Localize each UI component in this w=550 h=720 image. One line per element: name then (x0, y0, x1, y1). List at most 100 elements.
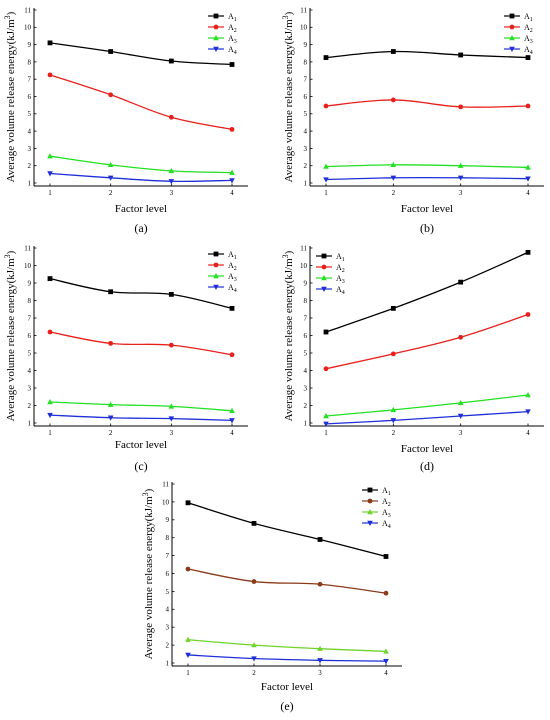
data-point-A3 (251, 642, 257, 648)
legend-entry-label: A4 (336, 285, 345, 296)
data-point-A1 (390, 305, 396, 311)
y-tick-label: 2 (28, 162, 32, 170)
y-tick-label: 10 (24, 24, 32, 32)
data-point-A3 (168, 403, 175, 409)
data-point-A3 (47, 399, 53, 405)
panel-label: (e) (280, 699, 293, 713)
legend-marker (213, 273, 219, 279)
y-tick-label: 4 (304, 128, 308, 136)
legend-entry-label: A4 (382, 519, 391, 530)
data-point-A4 (47, 412, 53, 419)
panel-label: (b) (420, 221, 434, 235)
data-point-A4 (457, 413, 464, 419)
legend-marker (213, 35, 219, 41)
y-tick-label: 8 (28, 297, 32, 305)
data-point-A4 (229, 178, 235, 184)
series-line-A1 (325, 251, 529, 333)
data-point-A4 (390, 418, 397, 424)
legend-entry-label: A1 (524, 12, 533, 23)
x-tick-label: 3 (170, 189, 174, 197)
legend-entry-label: A2 (382, 497, 391, 508)
x-tick-label: 2 (392, 429, 396, 437)
data-point-A1 (168, 58, 174, 64)
series-line-A4 (325, 176, 529, 181)
series-line-A3 (325, 394, 529, 417)
series-line-A2 (325, 313, 529, 370)
data-point-A3 (107, 401, 114, 407)
data-point-A3 (323, 163, 329, 169)
legend-marker (509, 13, 515, 19)
y-tick-label: 7 (28, 76, 32, 84)
y-tick-label: 7 (304, 314, 308, 322)
y-tick-label: 7 (166, 552, 170, 560)
legend-entry-label: A1 (336, 252, 345, 263)
data-point-A2 (168, 342, 174, 348)
series-line-A4 (325, 410, 529, 425)
y-tick-label: 5 (304, 349, 308, 357)
legend-marker (367, 498, 373, 504)
legend-entry-label: A4 (228, 45, 237, 56)
legend-marker (321, 253, 327, 259)
data-point-A4 (47, 171, 53, 177)
data-point-A3 (47, 153, 53, 159)
x-tick-label: 1 (48, 429, 52, 437)
data-point-A1 (229, 305, 235, 311)
data-point-A1 (47, 276, 53, 282)
y-tick-label: 3 (304, 145, 308, 153)
y-tick-label: 1 (304, 179, 308, 187)
data-point-A2 (251, 579, 257, 584)
legend-entry-label: A3 (228, 272, 237, 283)
y-tick-label: 8 (28, 58, 32, 66)
legend-entry-label: A3 (336, 274, 345, 285)
data-point-A2 (185, 566, 191, 572)
data-point-A1 (323, 55, 329, 60)
y-tick-label: 8 (304, 297, 308, 305)
data-point-A3 (457, 399, 464, 406)
y-tick-label: 9 (28, 41, 32, 49)
panel-label: (c) (134, 459, 147, 473)
y-tick-label: 6 (304, 332, 308, 340)
data-point-A1 (383, 554, 389, 559)
data-point-A2 (458, 334, 464, 340)
x-axis-label: Factor level (115, 439, 167, 451)
y-axis-label: Average volume release energy(kJ/m3) (281, 250, 295, 421)
data-point-A3 (383, 648, 389, 654)
data-point-A3 (390, 161, 397, 168)
y-tick-label: 7 (304, 76, 308, 84)
data-point-A3 (107, 161, 114, 168)
x-axis-label: Factor level (401, 203, 453, 215)
y-tick-label: 4 (28, 367, 32, 375)
y-tick-label: 6 (28, 93, 32, 101)
y-tick-label: 11 (300, 6, 307, 14)
legend-marker (321, 275, 327, 281)
y-tick-label: 2 (304, 402, 308, 410)
legend-entry-label: A2 (336, 263, 345, 274)
data-point-A1 (108, 289, 114, 295)
data-point-A1 (251, 520, 257, 526)
data-point-A2 (390, 97, 396, 103)
data-point-A2 (47, 72, 53, 78)
data-point-A3 (323, 413, 329, 419)
legend-marker (213, 251, 219, 257)
data-point-A1 (458, 52, 464, 58)
y-tick-label: 8 (166, 534, 170, 542)
data-point-A1 (525, 55, 531, 60)
data-point-A2 (317, 581, 323, 587)
y-tick-label: 11 (162, 480, 169, 488)
data-point-A3 (229, 407, 235, 413)
y-tick-label: 6 (166, 570, 170, 578)
x-tick-label: 4 (230, 189, 234, 197)
data-point-A3 (390, 406, 397, 413)
legend-entry-label: A3 (228, 34, 237, 45)
series-line-A3 (49, 401, 233, 412)
y-axis-label: Average volume release energy(kJ/m3) (3, 250, 17, 421)
y-tick-label: 2 (304, 162, 308, 170)
y-tick-label: 11 (24, 6, 31, 14)
data-point-A1 (229, 62, 235, 67)
series-line-A1 (49, 277, 233, 310)
y-tick-label: 3 (166, 624, 170, 632)
y-tick-label: 3 (28, 145, 32, 153)
data-point-A4 (168, 179, 175, 185)
legend-marker (321, 264, 327, 270)
y-tick-label: 10 (162, 498, 170, 506)
